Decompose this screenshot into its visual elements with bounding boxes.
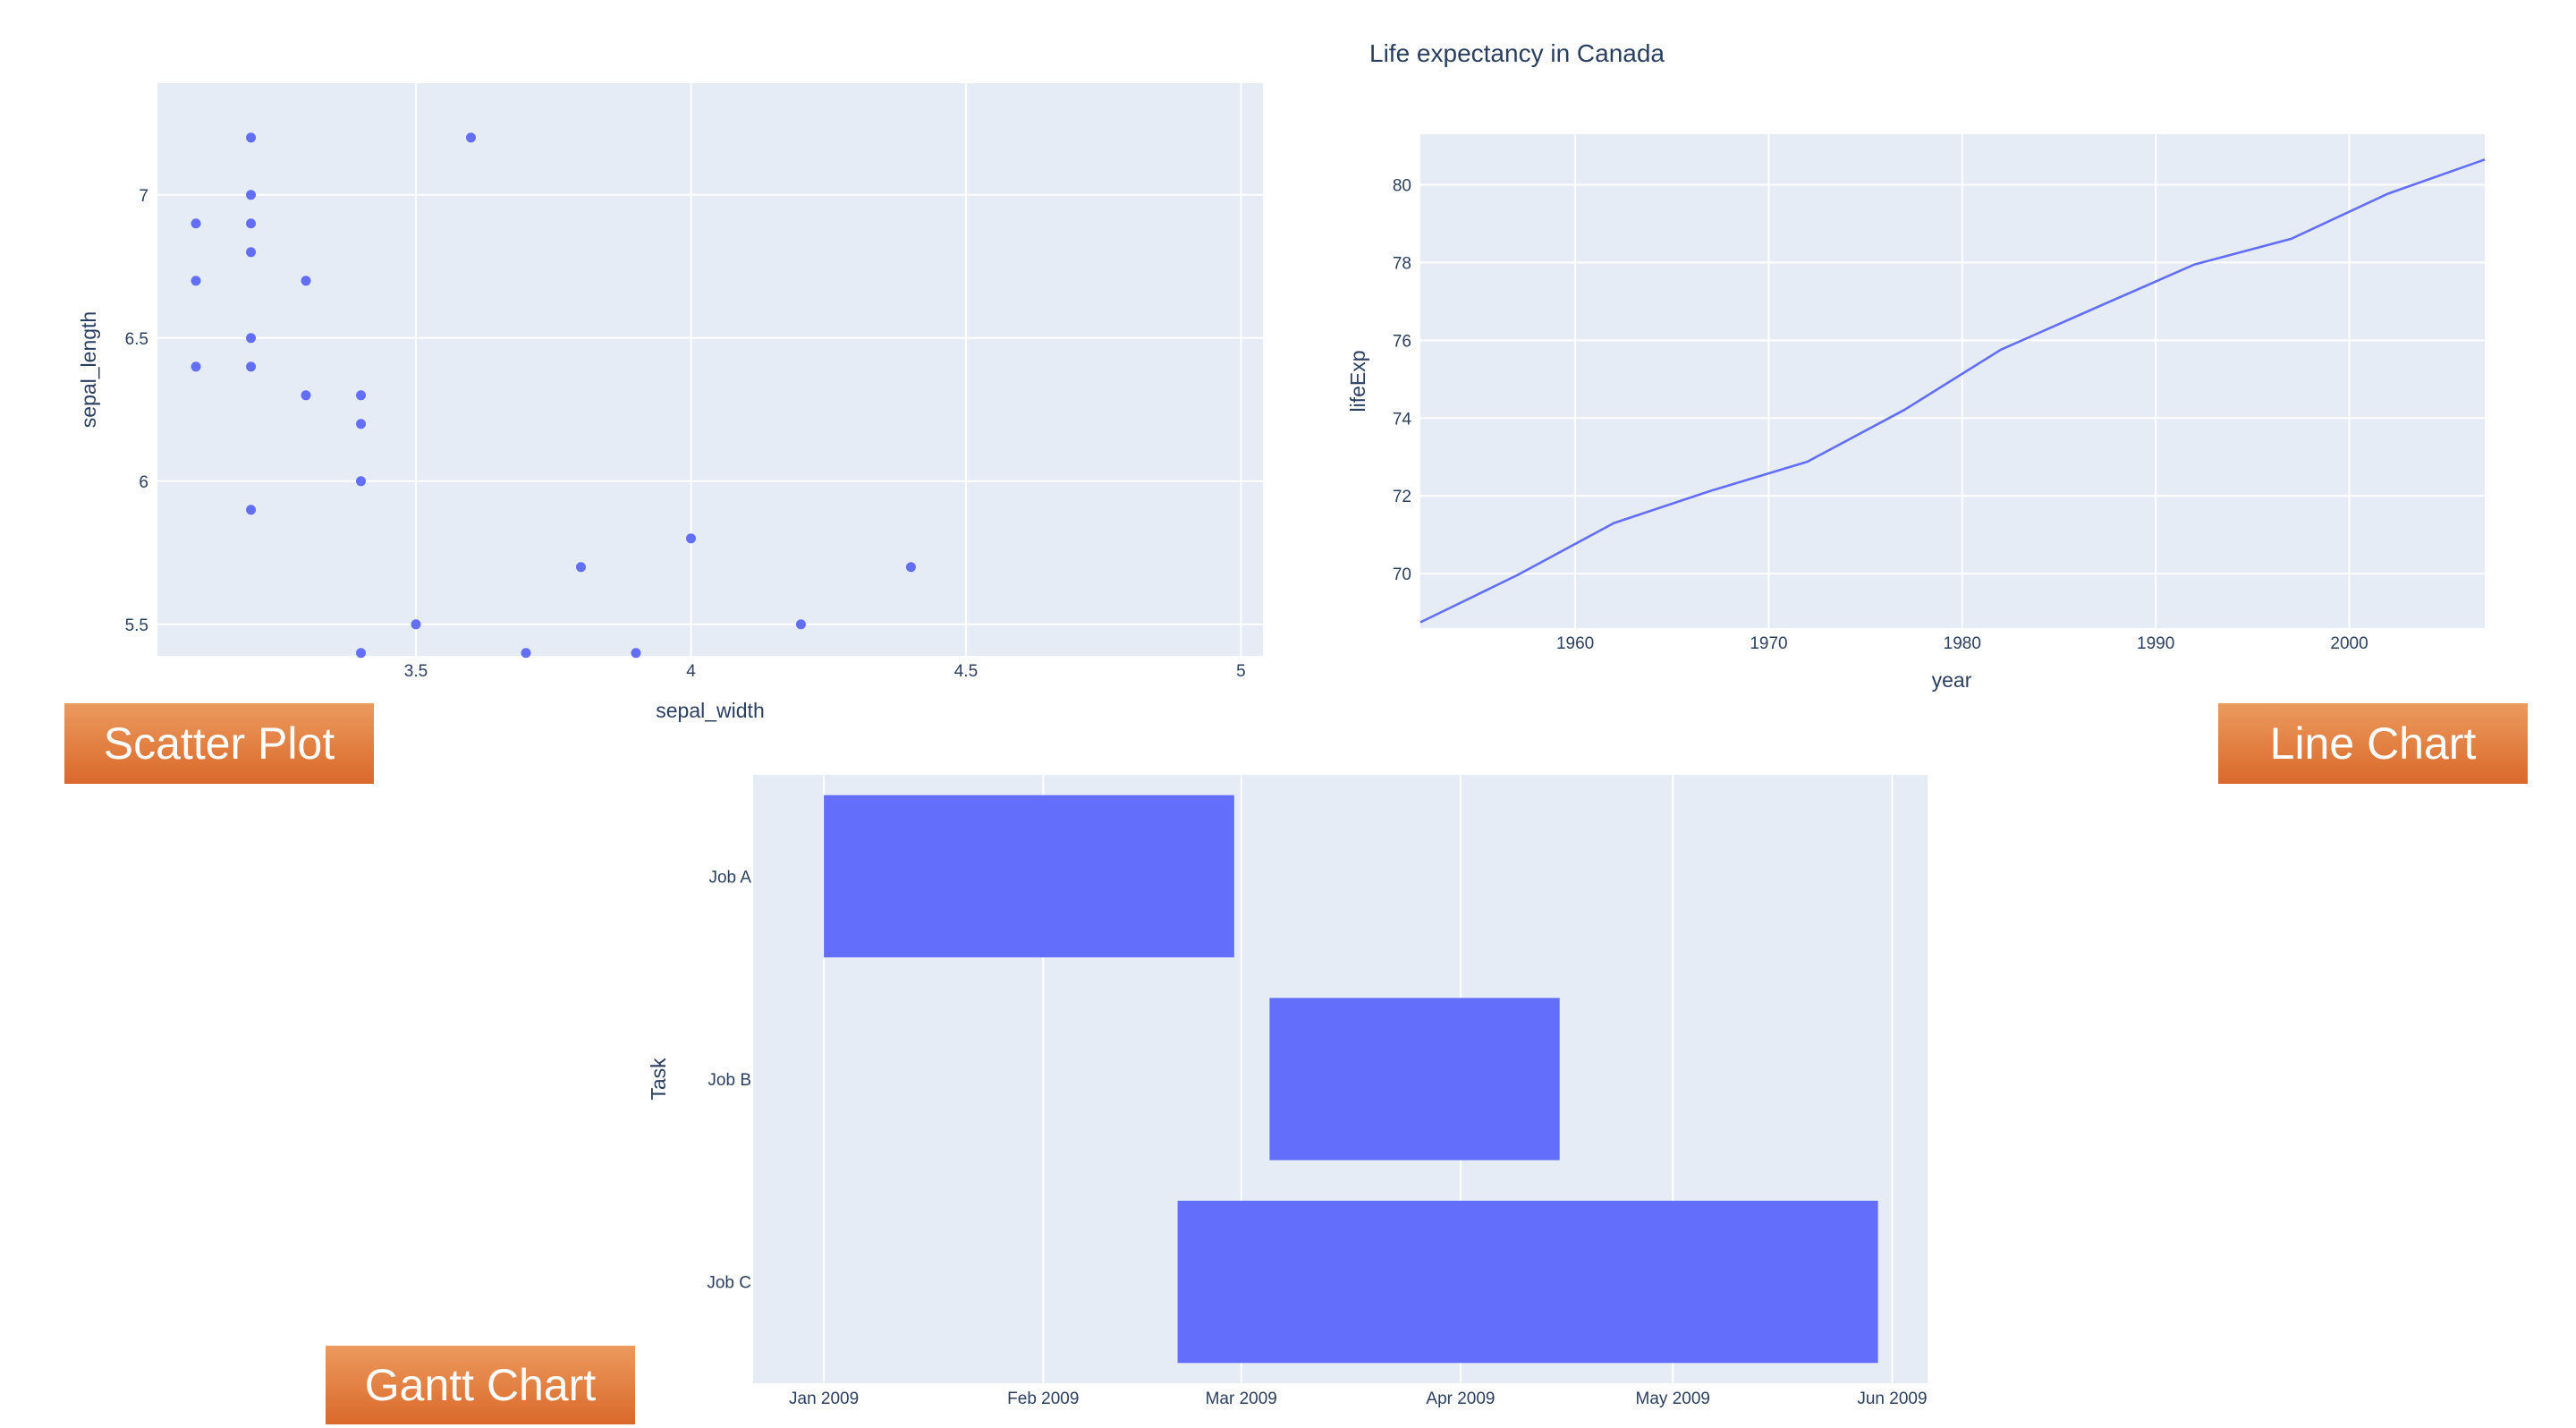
- scatter-point: [301, 276, 311, 286]
- gantt-task-label: Job C: [707, 1274, 751, 1293]
- line-chart-banner: Line Chart: [2218, 703, 2528, 784]
- line-y-tick-label: 76: [1393, 332, 1411, 351]
- scatter-point: [685, 533, 696, 544]
- line-x-tick-label: 1960: [1556, 634, 1594, 653]
- line-x-tick-label: 1980: [1944, 634, 1981, 653]
- gantt-chart: Jan 2009 Feb 2009 Mar 2009 Apr 2009 May 2009…: [647, 775, 1928, 1408]
- scatter-point: [191, 361, 201, 372]
- gantt-y-axis-title: Task: [647, 1058, 670, 1101]
- gantt-chart-banner-label: Gantt Chart: [365, 1360, 597, 1410]
- gantt-bar: [1269, 998, 1560, 1160]
- line-x-tick-label: 1970: [1750, 634, 1787, 653]
- scatter-y-axis-title: sepal_length: [77, 311, 100, 428]
- scatter-x-tick-label: 5: [1236, 662, 1246, 681]
- scatter-point: [191, 276, 201, 286]
- line-x-tick-label: 1990: [2137, 634, 2174, 653]
- line-y-tick-labels: 70 72 74 76 78 80: [1393, 177, 1412, 585]
- scatter-plot-banner: Scatter Plot: [64, 703, 374, 784]
- scatter-point: [356, 476, 367, 487]
- scatter-point: [246, 247, 257, 258]
- line-x-tick-labels: 1960 1970 1980 1990 2000: [1556, 634, 2368, 653]
- scatter-point: [246, 333, 257, 344]
- scatter-x-axis-title: sepal_width: [656, 699, 764, 722]
- gantt-x-tick-label: Jan 2009: [789, 1390, 859, 1408]
- scatter-point: [466, 132, 477, 143]
- scatter-point: [575, 562, 586, 573]
- scatter-y-tick-label: 6: [139, 473, 148, 492]
- scatter-point: [301, 390, 311, 401]
- gantt-x-tick-labels: Jan 2009 Feb 2009 Mar 2009 Apr 2009 May 2009…: [789, 1390, 1928, 1408]
- gantt-bar: [824, 795, 1234, 957]
- gantt-x-tick-label: Mar 2009: [1206, 1390, 1277, 1408]
- scatter-point: [246, 218, 257, 229]
- gantt-bars: [824, 795, 1878, 1364]
- gantt-x-tick-label: May 2009: [1636, 1390, 1710, 1408]
- scatter-points: [191, 132, 916, 659]
- line-x-tick-label: 2000: [2330, 634, 2368, 653]
- scatter-point: [246, 361, 257, 372]
- line-chart: Life expectancy in Canada 1960 1970 1980 19…: [1346, 39, 2486, 692]
- scatter-x-tick-label: 3.5: [404, 662, 428, 681]
- scatter-gridlines: [157, 83, 1263, 656]
- line-y-tick-label: 78: [1393, 254, 1411, 273]
- scatter-point: [246, 132, 257, 143]
- scatter-point: [631, 648, 641, 659]
- gantt-task-label: Job A: [708, 868, 751, 887]
- scatter-point: [356, 390, 367, 401]
- gantt-chart-banner: Gantt Chart: [326, 1346, 635, 1424]
- line-chart-banner-label: Line Chart: [2270, 718, 2477, 769]
- line-x-axis-title: year: [1932, 668, 1972, 692]
- gantt-x-tick-label: Jun 2009: [1857, 1390, 1927, 1408]
- gantt-x-tick-label: Apr 2009: [1426, 1390, 1495, 1408]
- scatter-x-tick-label: 4.5: [954, 662, 978, 681]
- gantt-bar: [1177, 1201, 1878, 1364]
- line-series-path: [1419, 158, 2486, 624]
- gantt-task-label: Job B: [708, 1071, 751, 1090]
- scatter-point: [905, 562, 916, 573]
- scatter-point: [356, 419, 367, 429]
- line-chart-title: Life expectancy in Canada: [1369, 39, 1665, 67]
- scatter-y-tick-labels: 5.5 6 6.5 7: [125, 187, 148, 635]
- scatter-y-tick-label: 5.5: [125, 616, 148, 635]
- gantt-task-labels: Job A Job B Job C: [707, 868, 751, 1292]
- scatter-point: [191, 218, 201, 229]
- line-gridlines: [1420, 134, 2485, 628]
- scatter-point: [521, 648, 531, 659]
- line-y-tick-label: 70: [1393, 565, 1411, 584]
- scatter-y-tick-label: 7: [139, 187, 148, 206]
- line-y-tick-label: 72: [1393, 488, 1411, 506]
- line-y-axis-title: lifeExp: [1346, 350, 1369, 412]
- scatter-y-tick-label: 6.5: [125, 330, 148, 349]
- line-y-tick-label: 80: [1393, 177, 1411, 196]
- scatter-plot-banner-label: Scatter Plot: [104, 718, 335, 769]
- scatter-point: [246, 505, 257, 515]
- scatter-point: [411, 619, 421, 630]
- scatter-x-tick-label: 4: [686, 662, 696, 681]
- scatter-point: [795, 619, 806, 630]
- scatter-point: [246, 190, 257, 200]
- gantt-x-tick-label: Feb 2009: [1007, 1390, 1079, 1408]
- line-y-tick-label: 74: [1393, 410, 1412, 429]
- scatter-x-tick-labels: 3.5 4 4.5 5: [404, 662, 1246, 681]
- scatter-point: [356, 648, 367, 659]
- scatter-plot-area: [157, 83, 1263, 656]
- scatter-plot: 3.5 4 4.5 5 5.5 6 6.5 7 sepal_width sepal_leng…: [77, 83, 1263, 722]
